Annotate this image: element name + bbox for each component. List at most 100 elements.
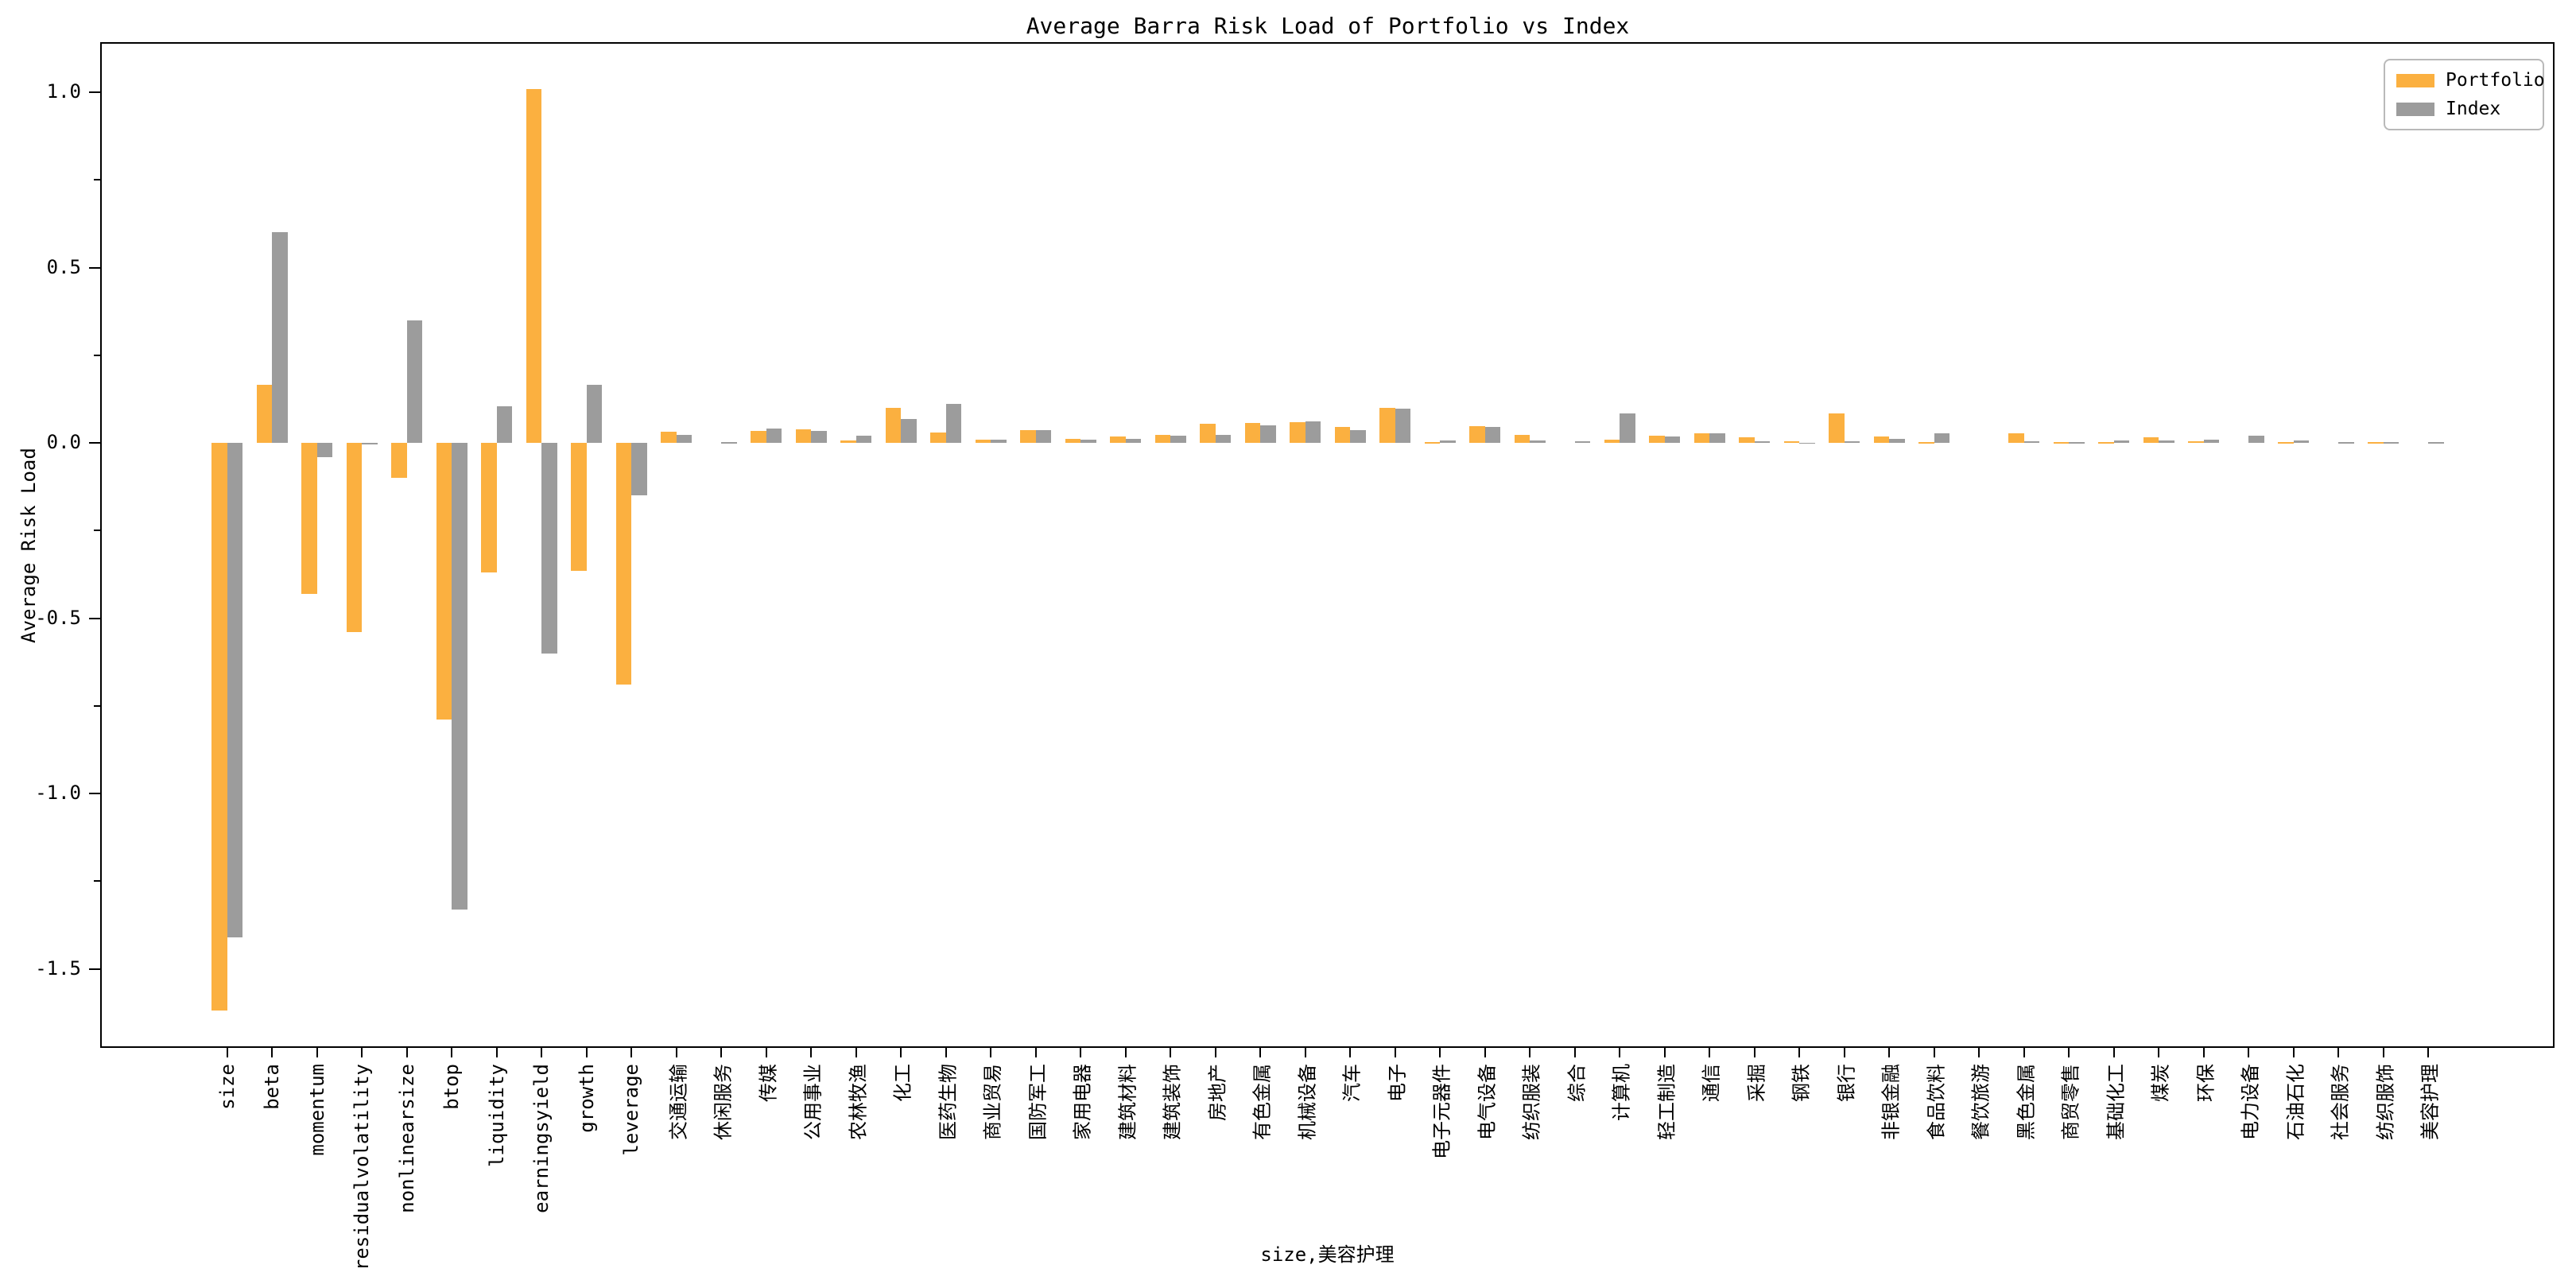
tick-mark bbox=[1978, 1048, 1980, 1057]
portfolio-swatch bbox=[2396, 73, 2434, 87]
x-tick-label-社会服务: 社会服务 bbox=[2329, 1064, 2352, 1140]
bar-portfolio-商贸零售 bbox=[2053, 442, 2069, 444]
bar-index-liquidity bbox=[496, 405, 512, 443]
tick-mark bbox=[990, 1048, 991, 1057]
bar-index-休闲服务 bbox=[721, 442, 737, 444]
tick-mark bbox=[810, 1048, 812, 1057]
bar-index-leverage bbox=[631, 443, 647, 496]
x-axis-label: size,美容护理 bbox=[1260, 1243, 1395, 1266]
x-tick-label-公用事业: 公用事业 bbox=[801, 1064, 824, 1140]
bar-portfolio-化工 bbox=[885, 407, 901, 443]
tick-mark bbox=[1214, 1048, 1216, 1057]
bar-portfolio-环保 bbox=[2188, 440, 2204, 443]
bar-index-电气设备 bbox=[1484, 426, 1500, 443]
y-axis-label: Average Risk Load bbox=[17, 447, 40, 643]
legend-index-label: Index bbox=[2446, 99, 2501, 119]
y-tick-label: -1.0 bbox=[35, 782, 81, 804]
bar-index-建筑材料 bbox=[1125, 439, 1141, 443]
bar-portfolio-有色金属 bbox=[1244, 423, 1260, 443]
tick-mark bbox=[2337, 1048, 2339, 1057]
tick-mark bbox=[1304, 1048, 1306, 1057]
bar-portfolio-传媒 bbox=[751, 431, 766, 443]
x-tick-label-家用电器: 家用电器 bbox=[1071, 1064, 1094, 1140]
legend-portfolio-label: Portfolio bbox=[2446, 70, 2545, 91]
x-tick-label-餐饮旅游: 餐饮旅游 bbox=[1969, 1064, 1992, 1140]
legend-item-index: Index bbox=[2396, 99, 2531, 119]
bar-portfolio-建筑装饰 bbox=[1154, 435, 1170, 443]
tick-mark bbox=[2023, 1048, 2025, 1057]
bar-portfolio-机械设备 bbox=[1290, 422, 1305, 443]
x-tick-label-基础化工: 基础化工 bbox=[2105, 1064, 2127, 1140]
bar-portfolio-电气设备 bbox=[1469, 426, 1485, 443]
bar-portfolio-银行 bbox=[1829, 413, 1845, 443]
x-tick-label-煤炭: 煤炭 bbox=[2149, 1064, 2172, 1102]
tick-mark bbox=[94, 530, 100, 532]
plot-area bbox=[100, 42, 2555, 1048]
y-tick-label: 0.0 bbox=[46, 431, 81, 453]
bar-portfolio-计算机 bbox=[1604, 440, 1620, 443]
bar-portfolio-nonlinearsize bbox=[391, 443, 407, 479]
bar-index-size bbox=[227, 443, 242, 937]
tick-mark bbox=[2248, 1048, 2249, 1057]
tick-mark bbox=[89, 793, 100, 794]
bar-index-btop bbox=[452, 443, 467, 910]
bar-portfolio-房地产 bbox=[1200, 424, 1216, 443]
x-tick-label-汽车: 汽车 bbox=[1340, 1064, 1364, 1102]
tick-mark bbox=[585, 1048, 588, 1057]
y-tick-label: -0.5 bbox=[35, 606, 81, 629]
bar-index-美容护理 bbox=[2428, 442, 2444, 444]
bar-portfolio-beta bbox=[256, 385, 272, 443]
x-tick-label-国防军工: 国防军工 bbox=[1026, 1064, 1049, 1140]
bar-portfolio-纺织服装 bbox=[1514, 435, 1530, 443]
x-tick-label-建筑装饰: 建筑装饰 bbox=[1161, 1064, 1184, 1140]
tick-mark bbox=[630, 1048, 632, 1057]
x-tick-label-传媒: 传媒 bbox=[757, 1064, 779, 1102]
tick-mark bbox=[226, 1048, 228, 1057]
bar-portfolio-通信 bbox=[1693, 433, 1709, 443]
tick-mark bbox=[1619, 1048, 1620, 1057]
tick-mark bbox=[495, 1048, 498, 1057]
bar-index-煤炭 bbox=[2159, 440, 2174, 443]
bar-index-momentum bbox=[316, 443, 332, 457]
tick-mark bbox=[1529, 1048, 1530, 1057]
tick-mark bbox=[855, 1048, 857, 1057]
bar-portfolio-纺织服饰 bbox=[2368, 442, 2384, 444]
x-tick-label-综合: 综合 bbox=[1565, 1064, 1588, 1102]
bar-index-家用电器 bbox=[1080, 440, 1096, 443]
tick-mark bbox=[89, 91, 100, 93]
bar-portfolio-家用电器 bbox=[1065, 438, 1080, 443]
bar-index-社会服务 bbox=[2338, 442, 2354, 444]
bar-index-交通运输 bbox=[676, 434, 692, 443]
bar-index-电子元器件 bbox=[1440, 440, 1456, 443]
bar-index-黑色金属 bbox=[2023, 441, 2039, 443]
x-tick-label-休闲服务: 休闲服务 bbox=[712, 1064, 735, 1140]
bar-index-医药生物 bbox=[945, 404, 961, 443]
x-tick-label-residualvolatility: residualvolatility bbox=[351, 1064, 373, 1271]
bar-portfolio-钢铁 bbox=[1783, 441, 1799, 443]
tick-mark bbox=[2158, 1048, 2159, 1057]
tick-mark bbox=[1349, 1048, 1351, 1057]
bar-index-农林牧渔 bbox=[855, 436, 871, 443]
tick-mark bbox=[94, 179, 100, 181]
bar-index-钢铁 bbox=[1799, 442, 1815, 444]
tick-mark bbox=[1124, 1048, 1127, 1057]
tick-mark bbox=[1888, 1048, 1890, 1057]
bar-portfolio-residualvolatility bbox=[346, 443, 362, 633]
x-tick-label-商业贸易: 商业贸易 bbox=[981, 1064, 1004, 1140]
tick-mark bbox=[1080, 1048, 1081, 1057]
bar-index-纺织服饰 bbox=[2383, 442, 2399, 444]
bar-index-传媒 bbox=[766, 429, 782, 443]
tick-mark bbox=[1170, 1048, 1171, 1057]
bar-index-轻工制造 bbox=[1664, 436, 1680, 443]
tick-mark bbox=[89, 266, 100, 269]
x-tick-label-建筑材料: 建筑材料 bbox=[1116, 1064, 1139, 1140]
legend: Portfolio Index bbox=[2384, 59, 2545, 130]
bar-portfolio-liquidity bbox=[481, 443, 497, 573]
x-tick-label-beta: beta bbox=[261, 1064, 283, 1110]
bar-portfolio-商业贸易 bbox=[975, 440, 991, 443]
index-swatch bbox=[2396, 102, 2434, 116]
x-tick-label-黑色金属: 黑色金属 bbox=[2015, 1064, 2037, 1140]
x-tick-label-轻工制造: 轻工制造 bbox=[1655, 1064, 1678, 1140]
bar-portfolio-汽车 bbox=[1334, 427, 1350, 443]
